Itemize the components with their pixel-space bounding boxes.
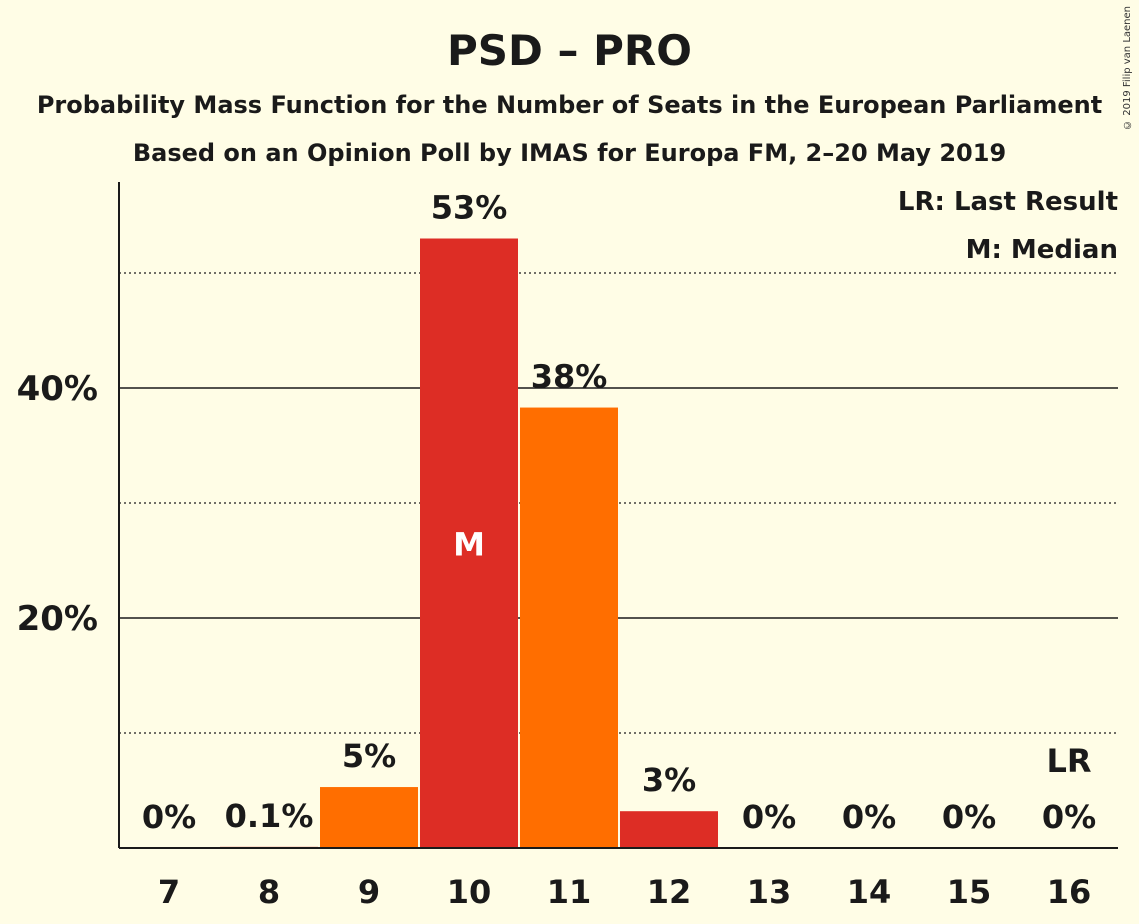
bar	[520, 407, 618, 848]
bar-value-label: 0%	[142, 798, 196, 836]
last-result-marker: LR	[1046, 742, 1091, 780]
bar-value-label: 53%	[431, 189, 508, 227]
y-tick-label: 40%	[17, 369, 98, 409]
bar-value-label: 38%	[531, 358, 608, 396]
bar-value-label: 0%	[942, 798, 996, 836]
bar	[420, 238, 518, 848]
chart-title: PSD – PRO	[447, 26, 692, 75]
legend-last-result: LR: Last Result	[898, 187, 1118, 217]
bar-value-label: 0%	[842, 798, 896, 836]
x-tick-label: 9	[358, 873, 380, 911]
bar-value-label: 0%	[1042, 798, 1096, 836]
x-tick-label: 8	[258, 873, 280, 911]
x-tick-label: 7	[158, 873, 180, 911]
x-tick-label: 11	[547, 873, 592, 911]
median-marker: M	[453, 525, 485, 563]
bar-value-label: 0%	[742, 798, 796, 836]
chart-subtitle-1: Probability Mass Function for the Number…	[36, 91, 1103, 119]
x-tick-label: 14	[847, 873, 892, 911]
x-tick-label: 10	[447, 873, 492, 911]
bar-value-label: 3%	[642, 761, 696, 799]
bar-value-label: 5%	[342, 737, 396, 775]
bar	[620, 811, 718, 848]
chart-subtitle-2: Based on an Opinion Poll by IMAS for Eur…	[132, 139, 1007, 167]
bar-value-label: 0.1%	[225, 797, 314, 835]
x-tick-label: 16	[1047, 873, 1092, 911]
bar	[320, 787, 418, 848]
x-tick-label: 12	[647, 873, 692, 911]
legend-median: M: Median	[966, 235, 1118, 265]
x-tick-label: 15	[947, 873, 992, 911]
y-tick-label: 20%	[17, 599, 98, 639]
x-tick-label: 13	[747, 873, 792, 911]
